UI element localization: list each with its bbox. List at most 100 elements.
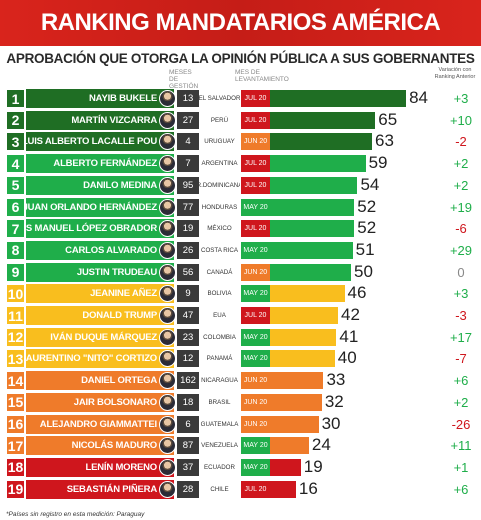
months-in-office: 13 [177,90,199,107]
leader-name: ALBERTO FERNÁNDEZ [26,154,174,174]
approval-bar [270,372,324,390]
ranking-row: 19 SEBASTIÁN PIÑERA 28 CHILE JUL 20 16 +6 [6,478,476,499]
ranking-row: 18 LENÍN MORENO 37 ECUADOR MAY 20 19 +1 [6,456,476,477]
country-label: VENEZUELA [201,442,238,450]
variation-value: +2 [453,394,469,410]
approval-bar [270,350,335,368]
months-in-office: 56 [177,263,199,281]
months-in-office: 95 [177,176,199,194]
country-label: URUGUAY [204,138,235,146]
approval-value: 16 [298,478,318,498]
variation-value: +6 [453,373,469,389]
approval-value: 54 [360,174,380,194]
survey-date: JUL 20 [241,90,270,107]
leader-photo-icon [159,372,176,390]
survey-date: JUL 20 [241,307,270,324]
approval-bar [270,90,407,107]
leader-photo-icon [159,198,176,216]
ranking-row: 8 CARLOS ALVARADO 26 COSTA RICA MAY 20 51 +29 [6,240,476,260]
leader-photo-icon [159,350,176,368]
country-label: COSTA RICA [200,246,238,254]
approval-value: 30 [321,413,341,433]
months-header: MESES DE GESTIÓN [169,69,199,90]
rank-number: 9 [6,262,25,282]
leader-name: JAIR BOLSONARO [26,392,174,412]
leader-photo-icon [159,437,176,455]
rank-number: 3 [6,132,25,152]
approval-value: 52 [357,196,377,216]
leader-photo-icon [159,90,176,107]
months-in-office: 9 [177,285,199,303]
variation-value: +11 [450,438,472,454]
country-label: ARGENTINA [201,160,238,168]
survey-date: JUL 20 [241,176,270,194]
ranking-row: 15 JAIR BOLSONARO 18 BRASIL JUN 20 32 +2 [6,392,476,412]
leader-name: JUSTIN TRUDEAU [26,262,174,282]
leader-name: NICOLÁS MADURO [26,436,174,456]
rank-number: 11 [6,306,25,325]
ranking-row: 17 NICOLÁS MADURO 87 VENEZUELA MAY 20 24 +11 [6,435,476,456]
approval-bar [270,480,296,498]
ranking-row: 13 LAURENTINO "NITO" CORTIZO 12 PANAMÁ MAY 2… [6,348,476,369]
rank-number: 15 [6,392,25,412]
ranking-row: 16 ALEJANDRO GIAMMATTEI 6 GUATEMALA JUN 20 30… [6,413,476,434]
leader-photo-icon [159,285,176,303]
leader-name: ANDRÉS MANUEL LÓPEZ OBRADOR [26,219,174,239]
survey-date: MAY 20 [241,437,270,455]
ranking-row: 1 NAYIB BUKELE 13 EL SALVADOR JUL 20 84 +3 [6,88,476,108]
months-in-office: 77 [177,198,199,216]
variation-value: -7 [455,351,467,367]
approval-bar [270,220,355,238]
country-label: EUA [213,312,226,319]
leader-photo-icon [159,415,176,433]
approval-bar [270,285,345,303]
survey-date: JUN 20 [241,393,270,411]
leader-photo-icon [159,111,176,129]
ranking-row: 4 ALBERTO FERNÁNDEZ 7 ARGENTINA JUL 20 59 +2 [6,153,476,174]
approval-bar [270,155,366,173]
rank-number: 4 [6,154,25,174]
approval-value: 33 [326,370,346,390]
months-in-office: 47 [177,307,199,324]
survey-date: JUN 20 [241,372,270,390]
approval-value: 41 [339,326,359,346]
chart-title: RANKING MANDATARIOS AMÉRICA [0,0,481,46]
leader-photo-icon [159,241,176,259]
leader-photo-icon [159,328,176,346]
approval-value: 19 [303,456,323,476]
survey-date: JUN 20 [241,133,270,151]
leader-photo-icon [159,480,176,498]
leader-name: JUAN ORLANDO HERNÁNDEZ [26,197,174,217]
variation-value: +19 [449,199,473,215]
footnote: *Países sin registro en esta medición: P… [6,511,145,518]
ranking-row: 12 IVÁN DUQUE MÁRQUEZ 23 COLOMBIA MAY 20 41 +1… [6,326,476,347]
ranking-row: 10 JEANINE AÑEZ 9 BOLIVIA MAY 20 46 +3 [6,283,476,304]
approval-value: 84 [409,88,428,107]
leader-name: DANILO MEDINA [26,175,174,195]
approval-bar [270,415,319,433]
survey-date: MAY 20 [241,198,270,216]
leader-name: SEBASTIÁN PIÑERA [26,479,174,499]
approval-value: 40 [337,348,357,368]
country-label: ECUADOR [204,463,235,471]
leader-photo-icon [159,220,176,238]
rank-number: 17 [6,436,25,456]
leader-name: JEANINE AÑEZ [26,284,174,304]
ranking-row: 14 DANIEL ORTEGA 162 NICARAGUA JUN 20 33 +6 [6,370,476,391]
country-label: COLOMBIA [203,333,236,341]
variation-value: +29 [449,242,473,258]
months-in-office: 23 [177,328,199,346]
months-in-office: 7 [177,155,199,173]
survey-date: JUL 20 [241,155,270,173]
leader-name: LAURENTINO "NITO" CORTIZO [26,349,174,369]
approval-bar [270,458,301,476]
approval-value: 65 [378,109,398,129]
ranking-row: 9 JUSTIN TRUDEAU 56 CANADÁ JUN 20 50 0 [6,262,476,282]
leader-photo-icon [159,458,176,476]
country-label: HONDURAS [201,203,238,211]
approval-value: 24 [311,435,331,455]
leader-name: DANIEL ORTEGA [26,371,174,391]
country-label: PANAMÁ [206,355,233,363]
leader-name: LENÍN MORENO [26,457,174,477]
